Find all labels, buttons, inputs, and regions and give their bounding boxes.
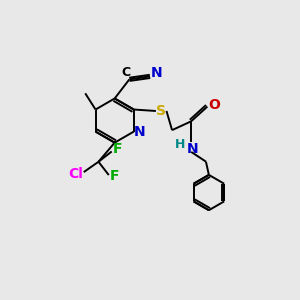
Text: F: F — [112, 142, 122, 156]
Text: N: N — [151, 66, 162, 80]
Text: H: H — [175, 138, 185, 151]
Text: C: C — [121, 66, 130, 80]
Text: N: N — [133, 124, 145, 139]
Text: O: O — [208, 98, 220, 112]
Text: F: F — [109, 169, 119, 184]
Text: S: S — [156, 104, 166, 118]
Text: Cl: Cl — [68, 167, 83, 182]
Text: N: N — [187, 142, 198, 156]
